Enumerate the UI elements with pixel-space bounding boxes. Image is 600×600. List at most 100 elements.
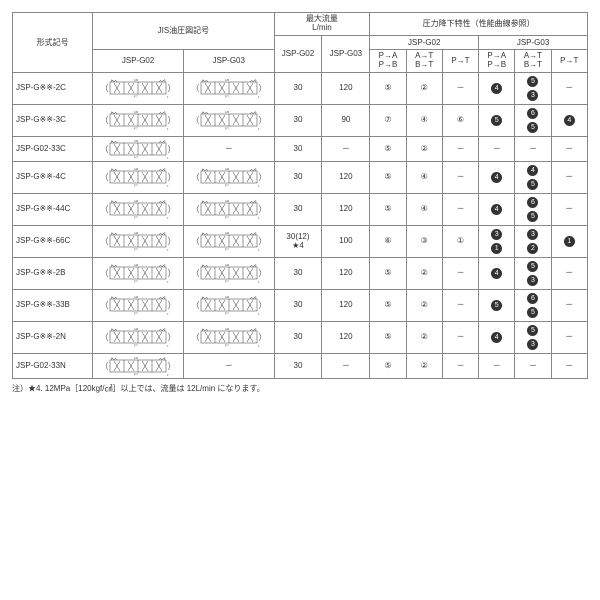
flow-g02: 30 <box>274 72 322 104</box>
g02-col2: － <box>442 289 478 321</box>
svg-text:A B: A B <box>225 111 229 114</box>
svg-text:y: y <box>258 217 260 220</box>
g02-col0: ⑤ <box>370 136 406 161</box>
svg-text:y: y <box>258 313 260 316</box>
table-header: 形式記号 JIS油圧図記号 最大流量 L/min 圧力降下特性（性能曲線参照） … <box>13 13 588 73</box>
hdr-maxflow: 最大流量 L/min <box>274 13 370 36</box>
g03-col1: 53 <box>515 321 551 353</box>
svg-text:y: y <box>258 249 260 252</box>
svg-text:P T: P T <box>134 217 138 220</box>
g03-col1: 65 <box>515 104 551 136</box>
hdr-pc-g02: JSP-G02 <box>370 35 479 50</box>
svg-text:P T: P T <box>225 96 229 99</box>
model-cell: JSP-G※※-2N <box>13 321 93 353</box>
svg-text:y: y <box>167 185 169 188</box>
symbol-g02: aA BbP Ty <box>93 321 184 353</box>
hdr-maxflow-unit: L/min <box>312 23 332 32</box>
svg-text:P T: P T <box>134 281 138 284</box>
svg-text:b: b <box>164 232 166 235</box>
g02-col1: ② <box>406 136 442 161</box>
g02-col0: ⑤ <box>370 289 406 321</box>
g02-col2: － <box>442 257 478 289</box>
svg-text:A B: A B <box>225 200 229 203</box>
g02-col1: ② <box>406 353 442 378</box>
hdr-sym02: JSP-G02 <box>93 50 184 73</box>
svg-text:b: b <box>255 328 257 331</box>
symbol-g03: aA BbP Ty <box>183 225 274 257</box>
g02-col0: ⑦ <box>370 104 406 136</box>
svg-text:y: y <box>258 345 260 348</box>
flow-g03: － <box>322 353 370 378</box>
g03-col2: 4 <box>551 104 587 136</box>
hdr-pc-g03: JSP-G03 <box>479 35 588 50</box>
svg-text:P T: P T <box>134 96 138 99</box>
svg-text:b: b <box>255 264 257 267</box>
flow-g02: 30 <box>274 353 322 378</box>
hdr-g02-atbt: A→TB→T <box>406 50 442 73</box>
table-row: JSP-G※※-2CaA BbP TyaA BbP Ty30120⑤②－453－ <box>13 72 588 104</box>
g03-col0: － <box>479 136 515 161</box>
symbol-g03: － <box>183 136 274 161</box>
hdr-model: 形式記号 <box>13 13 93 73</box>
g02-col0: ⑥ <box>370 225 406 257</box>
g03-col0: － <box>479 353 515 378</box>
flow-g02: 30 <box>274 321 322 353</box>
g03-col0: 4 <box>479 257 515 289</box>
g02-col1: ④ <box>406 161 442 193</box>
svg-text:P T: P T <box>134 313 138 316</box>
g03-col1: 65 <box>515 289 551 321</box>
svg-text:P T: P T <box>225 217 229 220</box>
hdr-maxflow-label: 最大流量 <box>306 14 338 23</box>
svg-text:y: y <box>167 313 169 316</box>
g03-col0: 5 <box>479 104 515 136</box>
svg-text:y: y <box>167 281 169 284</box>
g02-col1: ④ <box>406 104 442 136</box>
g03-col1: 45 <box>515 161 551 193</box>
svg-text:y: y <box>167 217 169 220</box>
svg-text:A B: A B <box>134 264 138 267</box>
g03-col2: － <box>551 136 587 161</box>
valve-spec-table: 形式記号 JIS油圧図記号 最大流量 L/min 圧力降下特性（性能曲線参照） … <box>12 12 588 379</box>
svg-text:P T: P T <box>134 373 138 376</box>
svg-text:y: y <box>167 96 169 99</box>
svg-text:b: b <box>255 200 257 203</box>
symbol-g02: aA BbP Ty <box>93 193 184 225</box>
g03-col0: 4 <box>479 161 515 193</box>
hdr-g02-papb: P→AP→B <box>370 50 406 73</box>
g03-col1: 53 <box>515 72 551 104</box>
g03-col1: － <box>515 353 551 378</box>
svg-text:P T: P T <box>134 156 138 159</box>
svg-text:P T: P T <box>134 345 138 348</box>
model-cell: JSP-G※※-44C <box>13 193 93 225</box>
svg-text:P T: P T <box>134 185 138 188</box>
svg-text:y: y <box>258 96 260 99</box>
g02-col0: ⑤ <box>370 321 406 353</box>
symbol-g03: aA BbP Ty <box>183 289 274 321</box>
g03-col1: － <box>515 136 551 161</box>
svg-text:A B: A B <box>134 140 138 143</box>
g02-col1: ② <box>406 72 442 104</box>
flow-g03: 120 <box>322 161 370 193</box>
g02-col2: － <box>442 136 478 161</box>
svg-text:A B: A B <box>134 79 138 82</box>
g02-col0: ⑤ <box>370 257 406 289</box>
svg-text:P T: P T <box>225 249 229 252</box>
svg-text:P T: P T <box>225 128 229 131</box>
flow-g02: 30(12)★4 <box>274 225 322 257</box>
table-row: JSP-G※※-66CaA BbP TyaA BbP Ty30(12)★4100… <box>13 225 588 257</box>
svg-text:b: b <box>164 168 166 171</box>
svg-text:b: b <box>164 79 166 82</box>
svg-text:b: b <box>164 264 166 267</box>
svg-text:P T: P T <box>225 345 229 348</box>
svg-text:A B: A B <box>134 328 138 331</box>
g02-col0: ⑤ <box>370 193 406 225</box>
flow-g03: 120 <box>322 321 370 353</box>
table-body: JSP-G※※-2CaA BbP TyaA BbP Ty30120⑤②－453－… <box>13 72 588 378</box>
svg-text:y: y <box>167 249 169 252</box>
g02-col1: ④ <box>406 193 442 225</box>
g03-col0: 5 <box>479 289 515 321</box>
g02-col2: ⑥ <box>442 104 478 136</box>
svg-text:b: b <box>255 168 257 171</box>
svg-text:y: y <box>258 185 260 188</box>
symbol-g03: aA BbP Ty <box>183 104 274 136</box>
